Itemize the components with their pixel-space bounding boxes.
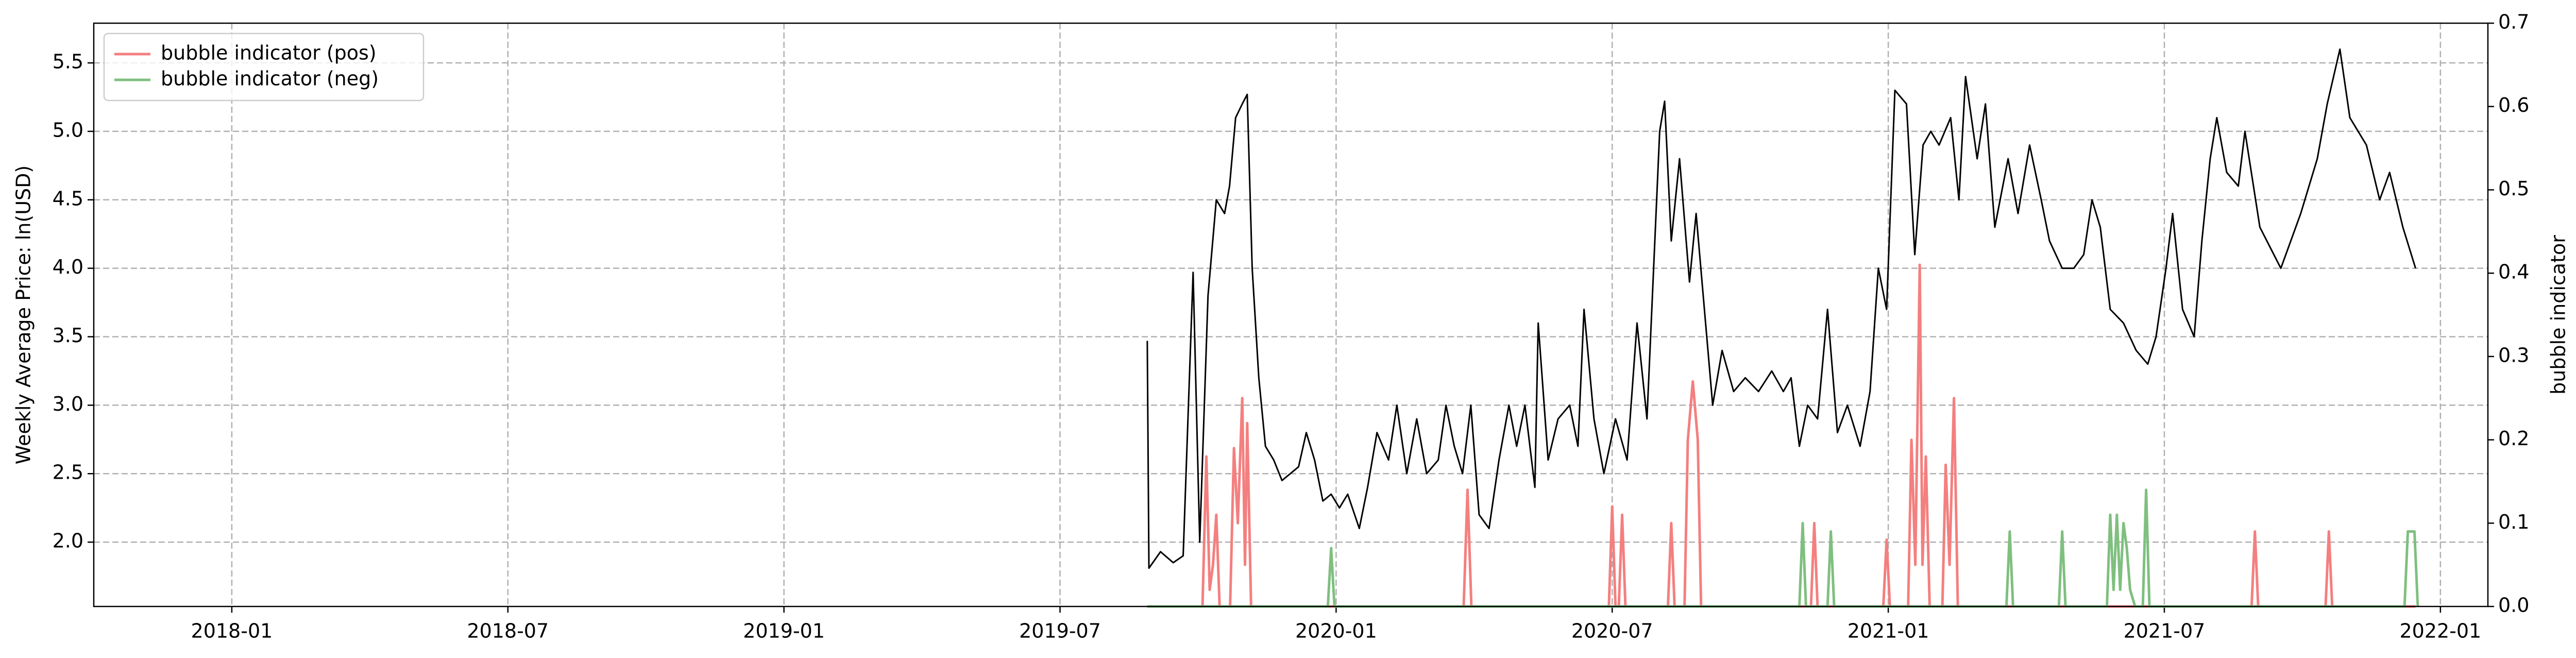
y-axis-label: Weekly Average Price: ln(USD)	[12, 165, 35, 464]
y-tick-label: 5.5	[53, 50, 83, 73]
x-tick-label: 2022-01	[2399, 620, 2481, 643]
y-tick-label: 3.0	[53, 393, 83, 415]
y-tick-label: 2.5	[53, 461, 83, 484]
legend: bubble indicator (pos) bubble indicator (…	[103, 32, 425, 102]
y2-tick-label: 0.6	[2498, 94, 2529, 116]
y2-axis-label: bubble indicator	[2547, 235, 2570, 395]
x-tick-label: 2019-01	[743, 620, 825, 643]
series-line	[1147, 488, 2419, 608]
y2-tick-label: 0.5	[2498, 177, 2529, 200]
plot-frame	[93, 22, 2489, 608]
y2-tick-label: 0.4	[2498, 261, 2529, 283]
series-line	[1146, 48, 2417, 569]
x-tick-label: 2021-01	[1848, 620, 1929, 643]
legend-label: bubble indicator (neg)	[161, 68, 379, 90]
y2-tick-label: 0.0	[2498, 594, 2529, 617]
legend-label: bubble indicator (pos)	[161, 42, 377, 64]
y2-tick-label: 0.3	[2498, 344, 2529, 366]
x-tick-label: 2019-07	[1019, 620, 1101, 643]
y-tick-label: 2.0	[53, 530, 83, 552]
x-tick-label: 2018-07	[467, 620, 549, 643]
y2-tick-label: 0.2	[2498, 427, 2529, 450]
y-tick-label: 4.0	[53, 256, 83, 278]
legend-box	[103, 32, 425, 102]
x-tick-label: 2018-01	[191, 620, 273, 643]
y-tick-label: 3.5	[53, 324, 83, 347]
y2-tick-label: 0.7	[2498, 11, 2529, 33]
y-tick-label: 5.0	[53, 119, 83, 141]
series-line	[1147, 263, 2416, 608]
y-tick-label: 4.5	[53, 187, 83, 210]
x-tick-label: 2020-07	[1571, 620, 1653, 643]
x-tick-label: 2020-01	[1295, 620, 1377, 643]
y2-tick-label: 0.1	[2498, 511, 2529, 533]
x-tick-label: 2021-07	[2124, 620, 2206, 643]
